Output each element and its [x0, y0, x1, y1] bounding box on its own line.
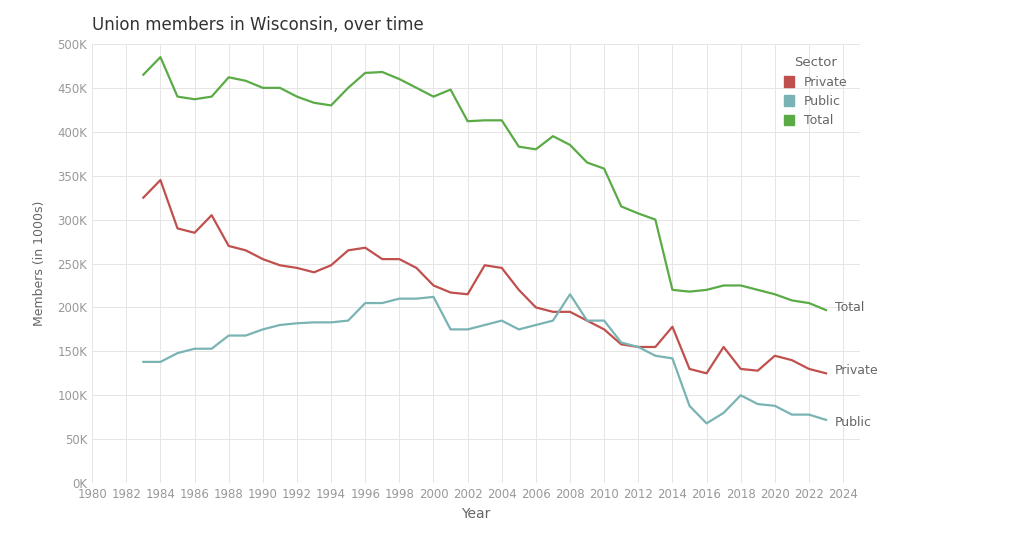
Text: Public: Public	[835, 416, 871, 429]
Text: Private: Private	[835, 364, 879, 377]
Text: Union members in Wisconsin, over time: Union members in Wisconsin, over time	[92, 16, 424, 34]
Legend: Private, Public, Total: Private, Public, Total	[778, 50, 854, 133]
X-axis label: Year: Year	[462, 507, 490, 520]
Text: Total: Total	[835, 301, 864, 314]
Y-axis label: Members (in 1000s): Members (in 1000s)	[34, 201, 46, 326]
